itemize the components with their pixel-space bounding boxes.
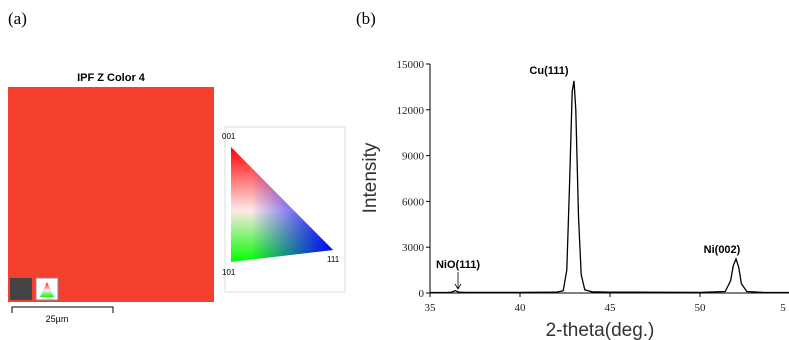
plot: 0 3000 6000 9000 12000 15000 35 40 45 50 5 NiO(111)… (397, 59, 789, 314)
x-tick-label: 50 (695, 302, 707, 314)
x-tick-label: 45 (605, 302, 617, 314)
legend-label: 001 (222, 132, 236, 141)
panel-label: (b) (356, 9, 376, 28)
y-tick-label: 15000 (397, 59, 425, 71)
annotation-arrow (455, 272, 461, 289)
annotation: NiO(111) (436, 259, 480, 271)
x-tick-label: 5 (780, 302, 786, 314)
y-tick-label: 6000 (402, 196, 425, 208)
y-axis-label: Intensity (360, 142, 381, 213)
y-tick-label: 12000 (397, 105, 425, 117)
x-tick-label: 35 (425, 302, 437, 314)
icon (10, 278, 32, 300)
y-tick-label: 0 (419, 288, 425, 300)
legend-label: 111 (327, 255, 340, 264)
y-tick-label: 3000 (402, 242, 425, 254)
x-axis-label: 2-theta(deg.) (546, 320, 655, 340)
ebsd-map (8, 87, 214, 302)
y-tick-label: 9000 (402, 151, 425, 163)
scale-label: 25µm (46, 314, 69, 324)
annotation: Cu(111) (529, 65, 568, 77)
legend-label: 101 (222, 268, 236, 277)
data-line (430, 81, 789, 293)
panel-label: (a) (8, 9, 27, 28)
figure: (a) (b) IPF Z Color 4 001 101 111 25µm I… (0, 0, 789, 340)
annotation: Ni(002) (704, 244, 741, 256)
scale-bar (12, 307, 113, 313)
x-tick-label: 40 (515, 302, 527, 314)
map-title: IPF Z Color 4 (77, 72, 146, 84)
